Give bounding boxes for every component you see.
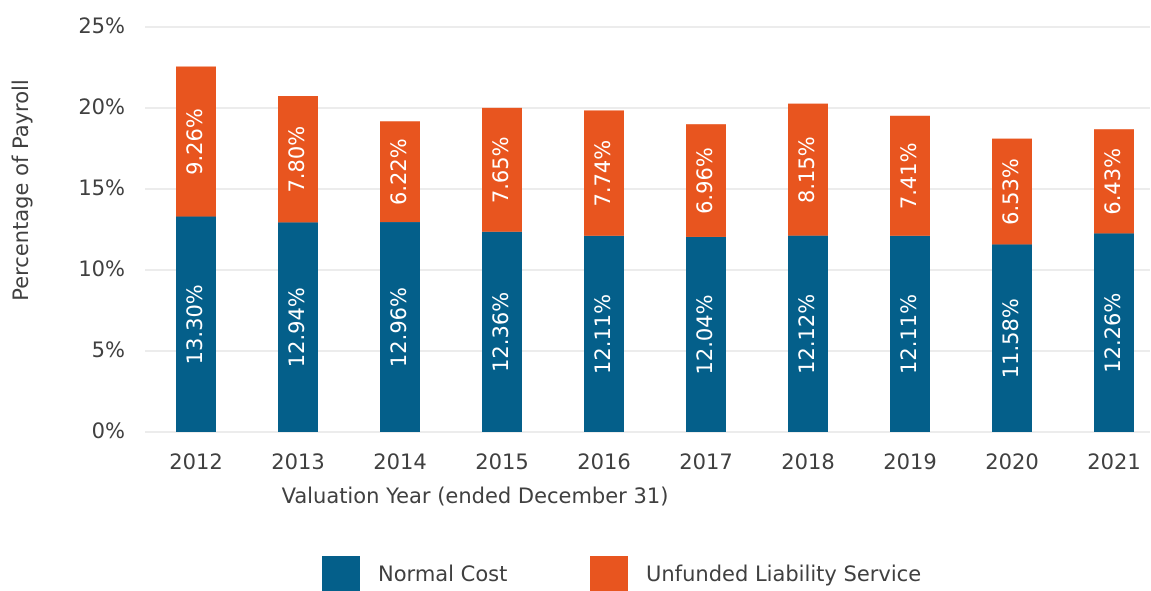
x-tick-label: 2014	[373, 450, 426, 474]
bar-segment	[278, 96, 318, 223]
x-tick-label: 2012	[169, 450, 222, 474]
data-label: 6.22%	[387, 138, 411, 205]
data-label: 6.53%	[999, 158, 1023, 225]
y-tick-label: 5%	[92, 338, 125, 362]
legend-label: Unfunded Liability Service	[646, 562, 921, 586]
y-tick-label: 10%	[78, 257, 125, 281]
data-label: 13.30%	[183, 284, 207, 364]
y-axis-title: Percentage of Payroll	[9, 79, 33, 300]
legend-label: Normal Cost	[378, 562, 507, 586]
x-tick-label: 2020	[985, 450, 1038, 474]
bar-segment	[890, 235, 930, 432]
bar-segment	[584, 235, 624, 432]
bar-segment	[788, 235, 828, 432]
x-tick-label: 2015	[475, 450, 528, 474]
bar-segment	[176, 216, 216, 432]
bar-segment	[380, 222, 420, 432]
bar-segment	[992, 244, 1032, 432]
bar-segment	[686, 236, 726, 432]
y-tick-label: 15%	[78, 176, 125, 200]
bar-segment	[890, 115, 930, 236]
bar-segment	[482, 231, 522, 432]
data-label: 8.15%	[795, 136, 819, 203]
bar-segment	[584, 110, 624, 236]
bar-segment	[686, 124, 726, 237]
data-label: 9.26%	[183, 108, 207, 175]
data-label: 12.94%	[285, 287, 309, 367]
bar-segment	[1094, 233, 1134, 432]
data-label: 7.41%	[897, 142, 921, 209]
bar-segment	[1094, 129, 1134, 234]
bar-segment	[482, 107, 522, 232]
x-tick-label: 2019	[883, 450, 936, 474]
data-label: 7.80%	[285, 126, 309, 193]
bar-segment	[788, 103, 828, 236]
data-label: 12.11%	[591, 294, 615, 374]
legend-swatch	[590, 556, 628, 591]
data-label: 7.65%	[489, 136, 513, 203]
y-tick-label: 0%	[92, 419, 125, 443]
x-tick-label: 2017	[679, 450, 732, 474]
data-label: 12.04%	[693, 294, 717, 374]
x-tick-label: 2018	[781, 450, 834, 474]
x-tick-label: 2016	[577, 450, 630, 474]
y-tick-label: 25%	[78, 14, 125, 38]
bar-segment	[380, 121, 420, 223]
data-label: 11.58%	[999, 298, 1023, 378]
bar-segment	[278, 222, 318, 432]
data-label: 12.12%	[795, 294, 819, 374]
y-tick-label: 20%	[78, 95, 125, 119]
bar-segment	[992, 138, 1032, 245]
bar-segment	[176, 66, 216, 217]
data-label: 12.36%	[489, 292, 513, 372]
data-label: 12.26%	[1101, 293, 1125, 373]
data-label: 12.96%	[387, 287, 411, 367]
x-tick-label: 2021	[1087, 450, 1140, 474]
data-label: 6.96%	[693, 147, 717, 214]
data-label: 12.11%	[897, 294, 921, 374]
x-tick-label: 2013	[271, 450, 324, 474]
data-label: 7.74%	[591, 140, 615, 207]
x-axis-title: Valuation Year (ended December 31)	[282, 484, 669, 508]
data-label: 6.43%	[1101, 148, 1125, 215]
legend-swatch	[322, 556, 360, 591]
